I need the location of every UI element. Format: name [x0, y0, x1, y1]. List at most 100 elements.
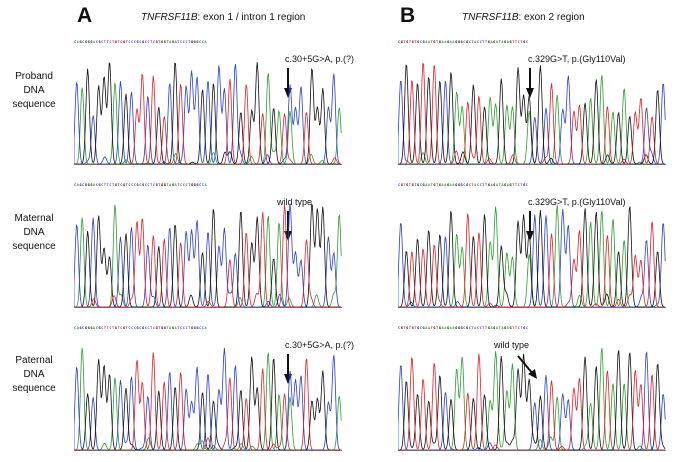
base-call: C — [144, 326, 148, 330]
base-call: G — [161, 40, 164, 44]
base-call: G — [417, 40, 420, 44]
base-call: G — [504, 40, 507, 44]
base-call: G — [487, 40, 491, 44]
base-call: C — [133, 183, 137, 187]
base-call: G — [422, 326, 426, 330]
base-call: T — [103, 183, 107, 187]
base-call: G — [433, 183, 437, 187]
base-call: C — [182, 326, 186, 330]
base-call: T — [498, 183, 502, 187]
variant-annotation: wild type — [277, 197, 313, 207]
base-call: C — [398, 40, 401, 44]
base-call: A — [174, 183, 178, 187]
base-call: C — [128, 40, 132, 44]
base-call: G — [455, 183, 458, 187]
base-call: T — [158, 326, 161, 330]
base-call: C — [139, 326, 142, 330]
base-call: T — [158, 40, 161, 44]
base-call: T — [408, 183, 412, 187]
base-call: G — [155, 40, 159, 44]
chromatogram-trace — [74, 61, 342, 165]
base-call: G — [171, 40, 175, 44]
base-call: C — [182, 40, 186, 44]
base-call: T — [482, 183, 485, 187]
base-call: T — [430, 326, 434, 330]
base-call: G — [98, 40, 102, 44]
base-call: G — [98, 326, 102, 330]
base-call: C — [185, 183, 189, 187]
base-call: G — [84, 183, 88, 187]
region-name-a: : exon 1 / intron 1 region — [197, 12, 306, 23]
base-call: G — [122, 326, 126, 330]
variant-annotation: c.329G>T, p.(Gly110Val) — [528, 54, 626, 64]
base-call: G — [493, 326, 496, 330]
base-call: T — [520, 326, 524, 330]
base-call: G — [122, 183, 126, 187]
base-call: T — [408, 326, 412, 330]
base-call: G — [446, 326, 450, 330]
trace-line-A — [74, 347, 342, 451]
base-call: C — [479, 40, 483, 44]
base-call: C — [109, 326, 113, 330]
base-call: T — [482, 326, 485, 330]
base-call: C — [468, 183, 472, 187]
base-call: T — [414, 326, 418, 330]
base-call: G — [493, 183, 496, 187]
base-call: T — [471, 183, 475, 187]
base-call: C — [128, 183, 132, 187]
trace-line-T — [74, 352, 342, 451]
base-call: T — [414, 40, 418, 44]
row-label-line: DNA — [23, 369, 45, 380]
base-call: G — [465, 40, 469, 44]
base-call: T — [103, 326, 107, 330]
gene-name-b: TNFRSF11B — [462, 12, 519, 23]
base-call: G — [446, 40, 450, 44]
base-call: T — [436, 40, 439, 44]
base-call: C — [199, 326, 202, 330]
base-call: C — [74, 183, 77, 187]
base-call: A — [490, 183, 494, 187]
base-call: T — [430, 40, 434, 44]
trace-line-C — [74, 203, 342, 308]
base-call: G — [90, 183, 94, 187]
base-call: G — [504, 183, 507, 187]
base-call: A — [444, 326, 447, 330]
base-call: C — [152, 326, 156, 330]
base-call: A — [501, 183, 505, 187]
trace-line-T — [398, 213, 666, 308]
base-call: C — [82, 183, 85, 187]
base-call: A — [427, 40, 431, 44]
base-call: C — [74, 326, 77, 330]
base-call: A — [452, 183, 456, 187]
base-call: G — [163, 326, 167, 330]
base-call: C — [180, 183, 183, 187]
base-call: A — [76, 183, 80, 187]
panel-letter-b: B — [400, 4, 416, 27]
base-call: C — [101, 40, 104, 44]
base-call: A — [204, 40, 208, 44]
base-call: G — [400, 183, 404, 187]
base-call: C — [479, 326, 483, 330]
base-call: G — [163, 183, 167, 187]
base-call: G — [90, 40, 94, 44]
base-call: C — [180, 326, 183, 330]
base-call: A — [441, 40, 445, 44]
variant-annotation: wild type — [494, 340, 530, 350]
base-call: C — [74, 40, 77, 44]
base-call-sequence: CAGCGGGACGCTTCTGTCGTCCCGCGCCTCGTGGTAGATC… — [74, 40, 342, 45]
base-call: C — [479, 183, 483, 187]
base-call: C — [398, 183, 401, 187]
base-call: C — [147, 326, 151, 330]
variant-annotation: c.30+5G>A, p.(?) — [285, 54, 355, 64]
row-label-maternal: Maternal DNA sequence — [0, 212, 68, 254]
base-call: G — [90, 326, 94, 330]
base-call: T — [166, 40, 170, 44]
base-call: C — [185, 40, 189, 44]
base-call: G — [161, 326, 164, 330]
base-call: C — [101, 326, 104, 330]
base-call: G — [493, 40, 496, 44]
base-call: C — [525, 326, 529, 330]
base-call: T — [177, 40, 181, 44]
base-call: T — [125, 183, 129, 187]
base-call: C — [180, 40, 183, 44]
